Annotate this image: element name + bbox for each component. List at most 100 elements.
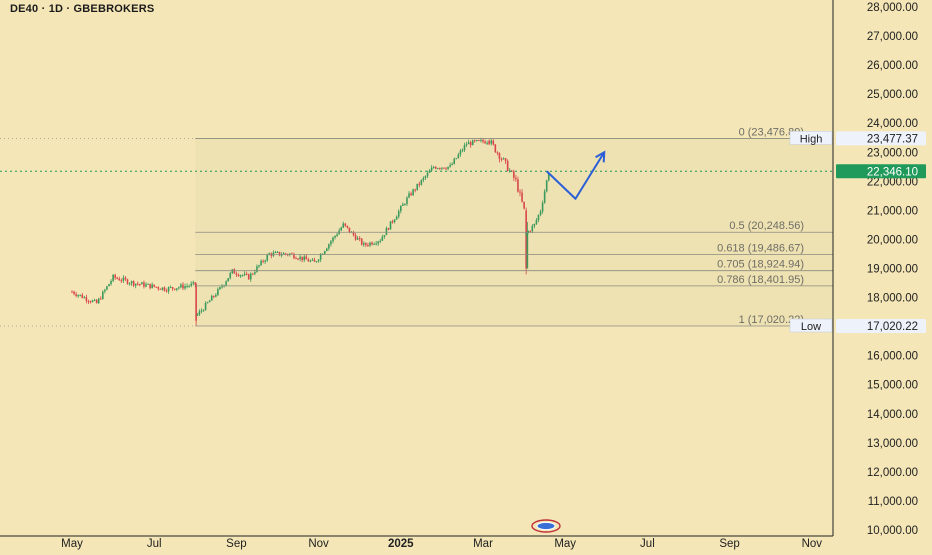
candle-body [309, 260, 312, 262]
candle-body [184, 286, 186, 289]
candle-body [547, 172, 550, 181]
x-tick-label: Mar [473, 538, 493, 550]
candle-body [344, 223, 347, 226]
high-label-box [789, 131, 833, 145]
y-tick-label: 15,000.00 [867, 380, 918, 392]
candle-body [208, 300, 211, 303]
candle-body [406, 197, 408, 205]
candle-body [258, 265, 260, 267]
x-tick-label: Jul [147, 538, 162, 550]
candle-body [447, 166, 449, 169]
candle-body [83, 297, 86, 299]
candle-body [502, 158, 505, 160]
candle-body [383, 235, 386, 237]
y-tick-label: 12,000.00 [867, 467, 918, 479]
candle-body [219, 287, 221, 290]
candle-body [247, 274, 250, 280]
candle-body [498, 153, 501, 159]
candle-body [159, 288, 162, 290]
fib-label-0.786: 0.786 (18,401.95) [717, 274, 804, 286]
candle-body [342, 223, 345, 228]
candle-body [539, 211, 542, 215]
x-tick-label: Nov [308, 538, 329, 550]
candle-body [358, 238, 361, 240]
candle-body [529, 231, 532, 233]
candle-body [139, 283, 141, 285]
candle-body [311, 259, 314, 261]
candle-body [492, 140, 495, 145]
candle-body [543, 191, 546, 203]
x-tick-label: Sep [719, 538, 739, 550]
last-price-price-box [836, 164, 926, 179]
candle-body [496, 152, 499, 154]
candle-body [459, 150, 462, 155]
candle-body [301, 256, 303, 261]
candle-body [535, 220, 538, 224]
candle-body [190, 283, 192, 286]
candle-body [410, 193, 412, 196]
candle-body [293, 253, 295, 259]
candle-body [192, 282, 195, 284]
candle-body [375, 243, 377, 245]
candle-body [323, 251, 326, 255]
candle-body [352, 231, 355, 236]
candle-body [379, 240, 382, 242]
candle-body [262, 260, 264, 262]
high-price: 23,477.37 [867, 133, 918, 145]
candle-body [463, 145, 466, 151]
candle-body [202, 310, 205, 312]
candle-body [108, 284, 110, 287]
candle-body [75, 294, 77, 296]
candle-body [233, 269, 236, 274]
candle-body [204, 302, 207, 311]
candle-body [443, 167, 445, 169]
x-tick-label: May [554, 538, 576, 550]
candle-body [387, 228, 390, 230]
event-marker-inner [536, 521, 556, 531]
candle-body [134, 283, 137, 286]
candle-body [173, 288, 176, 290]
candle-body [112, 274, 114, 281]
y-tick-label: 19,000.00 [867, 264, 918, 276]
candle-body [428, 170, 431, 173]
candle-body [363, 243, 365, 245]
y-tick-label: 24,000.00 [867, 118, 918, 130]
candle-body [128, 283, 131, 285]
candle-body [441, 167, 443, 169]
candle-body [73, 291, 75, 295]
candle-body [87, 300, 90, 302]
candle-body [155, 286, 158, 288]
candle-body [178, 287, 180, 289]
candle-body [280, 254, 283, 256]
candle-body [408, 193, 410, 198]
candle-body [186, 285, 188, 287]
candle-body [130, 281, 133, 284]
candle-body [126, 279, 129, 284]
candle-body [241, 275, 244, 277]
candle-body [473, 140, 476, 142]
high-label: High [800, 133, 823, 145]
candle-body [367, 244, 369, 246]
candle-body [317, 259, 320, 262]
y-tick-label: 22,000.00 [867, 176, 918, 188]
candle-body [517, 179, 519, 192]
candle-body [397, 211, 400, 217]
candle-body [377, 241, 379, 244]
candle-body [303, 256, 306, 261]
y-tick-label: 21,000.00 [867, 205, 918, 217]
candle-body [526, 233, 529, 269]
candle-body [319, 254, 322, 260]
candle-body [332, 237, 334, 242]
candle-body [149, 283, 151, 289]
candle-body [416, 183, 419, 190]
candle-body [79, 294, 82, 296]
candle-body [99, 298, 102, 300]
candle-body [182, 284, 184, 289]
candle-body [194, 282, 197, 285]
candle-body [365, 243, 367, 245]
low-price: 17,020.22 [867, 321, 918, 333]
low-label: Low [801, 321, 821, 333]
candle-body [360, 238, 363, 245]
